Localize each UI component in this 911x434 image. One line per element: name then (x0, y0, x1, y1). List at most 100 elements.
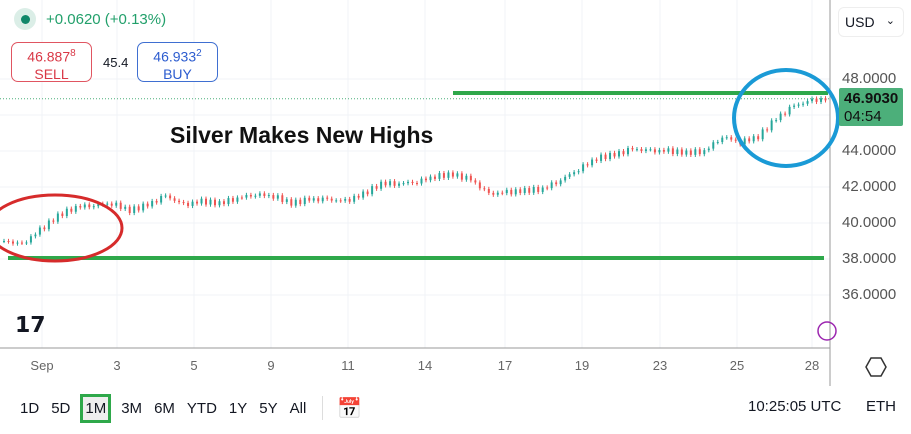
lightning-icon (817, 321, 837, 341)
candle (550, 182, 553, 189)
range-ytd[interactable]: YTD (186, 399, 217, 417)
bar-countdown: 04:54 (844, 108, 882, 125)
candle (685, 150, 688, 155)
range-5y[interactable]: 5Y (259, 399, 278, 417)
last-price: 46.9030 (844, 90, 899, 107)
candle (65, 208, 68, 216)
range-1m[interactable]: 1M (80, 393, 112, 423)
range-6m[interactable]: 6M (154, 399, 175, 417)
candle (770, 120, 773, 131)
candle (671, 148, 674, 155)
candle (267, 195, 270, 197)
candle (137, 206, 140, 211)
candle (730, 137, 733, 140)
candle (811, 98, 814, 102)
chevron-down-icon: ⌄ (885, 15, 895, 27)
price-tick: 44.0000 (842, 142, 897, 159)
candle (546, 187, 549, 189)
candle (335, 200, 338, 202)
candle (25, 242, 28, 244)
candle (568, 174, 571, 177)
candle (200, 198, 203, 204)
candle (676, 149, 679, 155)
candle (748, 138, 751, 142)
range-3m[interactable]: 3M (121, 399, 143, 417)
candle (725, 137, 728, 139)
candle (752, 136, 755, 142)
candle (662, 149, 665, 152)
blue-circle-annotation (732, 68, 840, 168)
candle (142, 203, 145, 211)
candle (784, 113, 787, 115)
candle (815, 98, 818, 102)
range-1y[interactable]: 1Y (228, 399, 248, 417)
candle (797, 104, 800, 106)
candle (205, 198, 208, 205)
red-circle-annotation (0, 193, 124, 263)
candle (586, 164, 589, 166)
candle (456, 173, 459, 177)
candle (218, 201, 221, 206)
candle (339, 200, 342, 202)
candle (703, 150, 706, 155)
candle (124, 206, 127, 209)
buy-button[interactable]: 46.9332 BUY (137, 42, 218, 82)
candle (88, 204, 91, 208)
candle (487, 188, 490, 193)
candle (249, 194, 252, 197)
go-to-date-icon[interactable]: 📅 (337, 397, 363, 420)
currency-select[interactable]: USD ⌄ (838, 7, 904, 37)
candle (191, 201, 194, 206)
currency-value: USD (845, 14, 875, 30)
chart-annotation-text: Silver Makes New Highs (170, 122, 434, 148)
candle (424, 178, 427, 181)
candle (380, 181, 383, 189)
candle (407, 181, 410, 184)
candle (182, 202, 185, 204)
candle (160, 196, 163, 203)
candle (290, 199, 293, 206)
candle (537, 187, 540, 192)
candle (496, 192, 499, 195)
price-tick: 36.0000 (842, 286, 897, 303)
candle (649, 149, 652, 151)
candle (626, 148, 629, 155)
candle (680, 149, 683, 155)
candle (622, 151, 625, 155)
candle (106, 203, 109, 205)
sell-button[interactable]: 46.8878 SELL (11, 42, 92, 82)
candle (276, 195, 279, 199)
candle (375, 186, 378, 189)
candle (299, 199, 302, 205)
range-5d[interactable]: 5D (51, 399, 71, 417)
range-all[interactable]: All (289, 399, 307, 417)
candle (743, 138, 746, 145)
candle (465, 175, 468, 180)
session-toggle[interactable]: ETH (866, 398, 896, 415)
candle (308, 197, 311, 201)
candle (344, 199, 347, 201)
tradingview-logo: 𝟭𝟳 (15, 312, 46, 337)
candle (824, 98, 827, 101)
clock[interactable]: 10:25:05 UTC (748, 398, 842, 415)
candle (635, 149, 638, 151)
candle (712, 142, 715, 149)
candle (151, 201, 154, 207)
time-tick: 25 (729, 358, 745, 373)
candle (20, 242, 23, 244)
candle (119, 202, 122, 209)
price-tick: 48.0000 (842, 70, 897, 87)
candle (79, 206, 82, 208)
candle (793, 105, 796, 107)
candle (433, 176, 436, 179)
candle (564, 176, 567, 181)
candle (366, 191, 369, 195)
range-1d[interactable]: 1D (20, 399, 40, 417)
candle (357, 195, 360, 198)
candle (460, 173, 463, 180)
candle (402, 183, 405, 185)
candle (788, 106, 791, 115)
candle (371, 186, 374, 195)
time-tick: 11 (341, 358, 355, 373)
candle (820, 98, 823, 102)
